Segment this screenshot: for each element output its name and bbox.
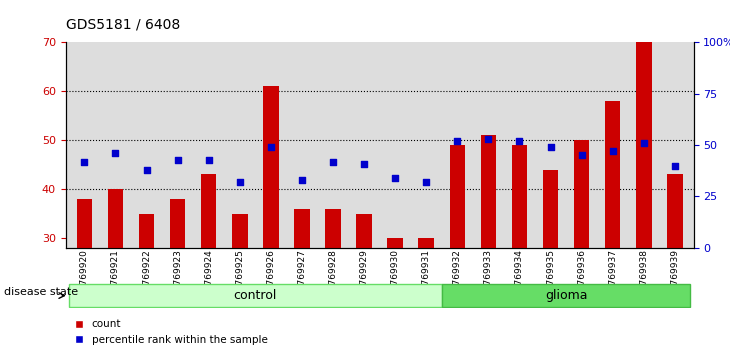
Point <box>545 144 556 150</box>
Text: control: control <box>234 289 277 302</box>
Text: disease state: disease state <box>4 287 78 297</box>
Bar <box>77 199 92 354</box>
Point <box>265 144 277 150</box>
Bar <box>107 189 123 354</box>
Point <box>389 175 401 181</box>
Bar <box>139 213 154 354</box>
Point <box>451 138 463 144</box>
Bar <box>543 170 558 354</box>
Bar <box>450 145 465 354</box>
Bar <box>294 209 310 354</box>
Point <box>514 138 526 144</box>
Bar <box>170 199 185 354</box>
Point <box>327 159 339 164</box>
Bar <box>418 238 434 354</box>
Point <box>669 163 680 169</box>
Point <box>234 179 245 185</box>
Text: GDS5181 / 6408: GDS5181 / 6408 <box>66 18 180 32</box>
FancyBboxPatch shape <box>442 285 691 307</box>
Bar <box>388 238 403 354</box>
Point <box>110 150 121 156</box>
Point <box>296 177 308 183</box>
Bar <box>356 213 372 354</box>
Legend: count, percentile rank within the sample: count, percentile rank within the sample <box>71 315 272 349</box>
Point <box>203 157 215 162</box>
Point <box>141 167 153 173</box>
Bar <box>636 42 652 354</box>
Point <box>172 157 183 162</box>
Point <box>483 136 494 142</box>
Point <box>420 179 432 185</box>
Bar <box>325 209 341 354</box>
Point <box>358 161 370 166</box>
Point <box>576 153 588 158</box>
Bar <box>667 175 683 354</box>
Bar <box>232 213 247 354</box>
Bar <box>574 140 589 354</box>
Text: glioma: glioma <box>545 289 588 302</box>
Point <box>607 148 618 154</box>
Bar <box>263 86 279 354</box>
Bar <box>605 101 620 354</box>
Point <box>79 159 91 164</box>
Point <box>638 140 650 146</box>
FancyBboxPatch shape <box>69 285 442 307</box>
Bar <box>512 145 527 354</box>
Bar <box>201 175 216 354</box>
Bar <box>480 135 496 354</box>
